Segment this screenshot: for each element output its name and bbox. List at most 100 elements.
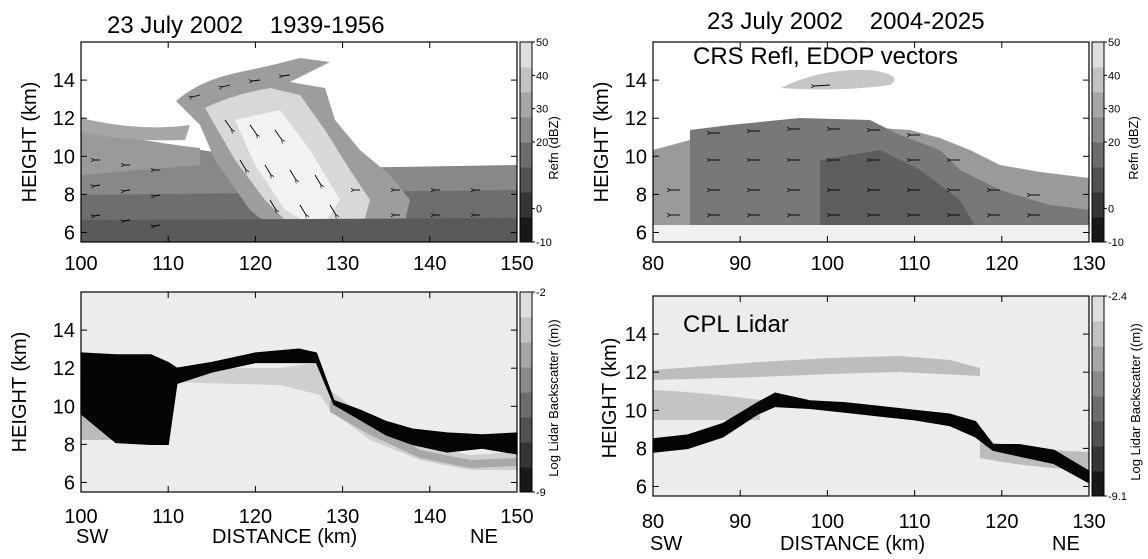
- y-axis-label: HEIGHT (km): [599, 338, 621, 459]
- colorbar-tick-label: 40: [536, 70, 548, 82]
- colorbar-tick-label: -2: [536, 287, 546, 299]
- y-axis-label: HEIGHT (km): [19, 82, 41, 203]
- x-tick-label: 130: [1072, 511, 1105, 533]
- radar-reflectivity-field: [81, 42, 517, 242]
- panel-top-right: 23 July 2002 2004-2025: [591, 8, 1090, 243]
- panel-title: 23 July 2002 1939-1956: [107, 12, 385, 39]
- colorbar-swatch: [520, 167, 532, 193]
- y-tick-label: 14: [625, 70, 647, 92]
- plot-frame: [652, 295, 1090, 497]
- colorbar-frame: [1091, 295, 1105, 497]
- y-tick-label: 10: [53, 396, 75, 418]
- colorbar-swatch: [1092, 396, 1104, 422]
- x-tick-label: 140: [413, 253, 446, 275]
- colorbar-swatch: [1092, 371, 1104, 397]
- plot-frame: [80, 41, 518, 243]
- colorbar-label: Refn (dBZ): [1126, 116, 1141, 180]
- x-tick-label: 140: [413, 506, 446, 528]
- x-tick-label: 110: [152, 253, 184, 275]
- y-tick-label: 12: [625, 108, 647, 130]
- plot-frame: [80, 291, 518, 493]
- y-tick-label: 12: [625, 362, 647, 384]
- x-tick-label: 120: [985, 253, 1018, 275]
- colorbar-swatch: [520, 92, 532, 118]
- direction-label-sw: SW: [650, 533, 682, 555]
- x-tick-label: 100: [811, 511, 844, 533]
- x-tick-label: 80: [642, 511, 664, 533]
- colorbar-swatch: [520, 292, 532, 318]
- colorbar-swatch: [520, 392, 532, 418]
- colorbar-swatch: [1092, 321, 1104, 347]
- colorbar-swatch: [520, 442, 532, 468]
- y-tick-label: 8: [64, 434, 75, 456]
- colorbar-swatch: [520, 317, 532, 343]
- colorbar-tick-label: -2.4: [1108, 291, 1127, 303]
- x-tick-label: 130: [1072, 253, 1105, 275]
- x-tick-label: 120: [985, 511, 1018, 533]
- colorbar-tick-label: -9.1: [1108, 491, 1127, 503]
- y-axis-label: HEIGHT (km): [591, 82, 613, 203]
- colorbar-swatch: [520, 367, 532, 393]
- x-tick-label: 100: [64, 253, 97, 275]
- colorbar-label: Refn (dBZ): [546, 116, 561, 180]
- direction-label-ne: NE: [470, 526, 498, 548]
- colorbar-swatch: [1092, 142, 1104, 168]
- colorbar-tick-label: -10: [536, 237, 552, 249]
- y-tick-label: 6: [636, 476, 647, 498]
- panel-title: 23 July 2002 2004-2025: [707, 8, 985, 35]
- y-tick-label: 6: [636, 222, 647, 244]
- colorbar-tick-label: 50: [1108, 37, 1120, 49]
- y-tick-label: 8: [636, 438, 647, 460]
- colorbar-swatch: [1092, 471, 1104, 497]
- colorbar-swatch: [520, 192, 532, 218]
- panel-bottom-right: CPL Lidar HEIGHT (km) SW NE DISTANCE (km…: [599, 295, 1090, 555]
- x-axis-label: DISTANCE (km): [212, 526, 357, 548]
- colorbar-tick-label: 20: [536, 137, 548, 149]
- x-tick-label: 100: [811, 253, 844, 275]
- y-tick-label: 10: [625, 400, 647, 422]
- y-tick-label: 12: [53, 358, 75, 380]
- colorbar-tick-label: 0: [536, 204, 542, 216]
- colorbar-label: Log Lidar Backscatter ((m)): [546, 319, 561, 477]
- colorbar-swatch: [520, 117, 532, 143]
- radar-reflectivity-field: [653, 42, 1089, 242]
- y-tick-label: 14: [625, 324, 647, 346]
- panel-top-left: 23 July 2002 1939-1956: [19, 12, 518, 243]
- colorbar-tick-label: -10: [1108, 237, 1124, 249]
- colorbar-tick-label: 30: [1108, 104, 1120, 116]
- colorbar-swatch: [1092, 446, 1104, 472]
- colorbar-tick-label: 50: [536, 37, 548, 49]
- colorbar-swatch: [520, 42, 532, 68]
- colorbar-swatch: [1092, 192, 1104, 218]
- colorbar-swatch: [520, 142, 532, 168]
- velocity-vectors: [670, 85, 1040, 215]
- colorbar-swatch: [520, 342, 532, 368]
- x-tick-label: 90: [729, 253, 751, 275]
- x-tick-label: 150: [500, 506, 533, 528]
- panel-bottom-left: HEIGHT (km) SW NE DISTANCE (km): [9, 291, 518, 548]
- y-tick-label: 8: [636, 184, 647, 206]
- x-tick-label: 150: [500, 253, 533, 275]
- colorbar-swatch: [520, 417, 532, 443]
- y-tick-label: 12: [53, 108, 75, 130]
- panel-annotation: CPL Lidar: [683, 311, 789, 338]
- x-tick-label: 110: [152, 506, 184, 528]
- x-tick-label: 90: [729, 511, 751, 533]
- x-tick-label: 100: [64, 506, 97, 528]
- colorbar-swatch: [1092, 67, 1104, 93]
- y-tick-label: 6: [64, 222, 75, 244]
- x-tick-label: 120: [239, 253, 272, 275]
- colorbar-swatch: [520, 67, 532, 93]
- x-axis-label: DISTANCE (km): [780, 533, 925, 555]
- colorbar-tick-label: -9: [536, 487, 546, 499]
- y-tick-label: 14: [53, 320, 75, 342]
- colorbar-tick-label: 0: [1108, 204, 1114, 216]
- colorbar-swatch: [520, 217, 532, 243]
- lidar-backscatter-field: [653, 296, 1089, 496]
- x-tick-label: 120: [239, 506, 272, 528]
- colorbar-swatch: [1092, 92, 1104, 118]
- colorbar-swatch: [1092, 217, 1104, 243]
- y-axis-label: HEIGHT (km): [9, 332, 31, 453]
- colorbar-swatch: [1092, 117, 1104, 143]
- colorbar-swatch: [1092, 167, 1104, 193]
